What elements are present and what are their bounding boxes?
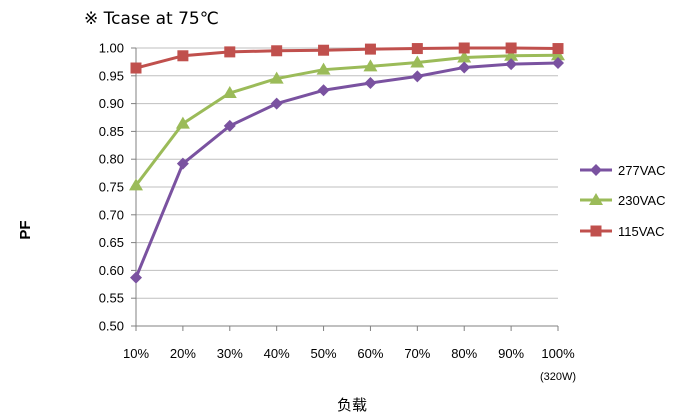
data-point [364,77,377,90]
data-point [317,84,330,97]
chart-title: ※ Tcase at 75℃ [84,9,219,29]
data-point [130,62,142,74]
x-tick-label: 90% [498,346,524,361]
data-point [130,271,142,284]
x-tick-label: 100% [541,346,575,361]
y-tick-label: 0.65 [99,235,124,250]
series-line [134,61,559,279]
data-point [457,50,472,63]
data-point [551,48,565,61]
data-point [458,61,471,74]
data-point [177,50,189,62]
data-point [176,157,189,170]
legend-item-230VAC: 230VAC [580,193,665,208]
legend-label: 277VAC [618,163,665,178]
y-tick-label: 0.95 [99,68,124,83]
data-point [223,119,236,132]
y-tick-labels: 0.50 0.55 0.60 0.65 0.70 0.75 0.80 0.85 0.90 0.95… [99,41,124,334]
x-note: (320W) [540,371,576,383]
x-tick-label: 80% [451,346,477,361]
data-point [411,70,424,83]
y-tick-label: 0.80 [99,152,124,167]
y-tick-label: 0.75 [99,180,124,195]
y-tick-label: 1.00 [99,41,124,56]
data-point [504,48,519,61]
x-tick-label: 70% [404,346,430,361]
data-point [316,62,331,75]
data-point [364,43,376,55]
data-point [222,86,237,99]
x-tick-label: 50% [311,346,337,361]
data-point [224,46,236,58]
data-point [410,55,425,68]
data-point [505,42,517,54]
legend-item-277VAC: 277VAC [580,163,665,178]
legend-marker [590,225,602,237]
x-tick-label: 20% [170,346,196,361]
x-tick-label: 40% [264,346,290,361]
series-group [129,42,565,284]
series-230VAC [129,48,565,191]
y-tick-label: 0.90 [99,96,124,111]
legend: 277VAC 230VAC 115VAC [580,163,665,239]
legend-label: 230VAC [618,193,665,208]
data-point [552,57,564,70]
legend-marker [589,193,603,205]
x-tick-labels: 10% 20% 30% 40% 50% 60% 70% 80% 90% 100% [123,346,575,361]
x-tick-label: 30% [217,346,243,361]
series-277VAC [130,57,564,284]
legend-item-115VAC: 115VAC [580,224,665,239]
y-tick-label: 0.50 [99,319,124,334]
data-point [269,71,284,84]
x-tick-label: 10% [123,346,149,361]
y-tick-label: 0.70 [99,207,124,222]
y-tick-label: 0.60 [99,263,124,278]
data-point [458,42,470,54]
data-point [129,178,143,191]
data-point [270,97,283,110]
legend-marker [590,164,602,176]
data-point [318,44,330,56]
series-115VAC [130,42,564,74]
y-axis-label: PF [17,220,34,239]
series-line [134,53,559,187]
data-point [175,116,190,129]
data-point [505,58,518,71]
x-tick-label: 60% [357,346,383,361]
y-tick-label: 0.55 [99,291,124,306]
data-point [271,45,283,57]
data-point [363,59,378,72]
data-point [552,43,564,55]
axes [131,47,559,331]
x-axis-label: 负载 [337,396,367,414]
legend-label: 115VAC [618,224,665,239]
data-point [411,43,423,55]
y-tick-label: 0.85 [99,124,124,139]
series-line [135,46,559,70]
